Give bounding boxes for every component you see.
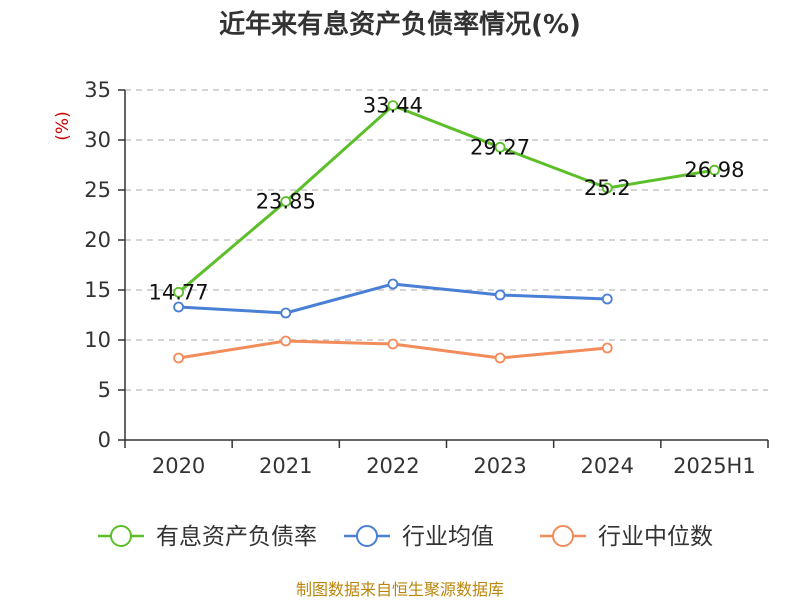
legend: 有息资产负债率 行业均值 行业中位数 (98, 524, 713, 550)
data-point (709, 164, 720, 176)
data-point (280, 335, 292, 347)
data-point (601, 342, 613, 354)
x-tick-label: 2025H1 (673, 454, 756, 478)
chart-title: 近年来有息资产负债率情况(%) (219, 9, 581, 40)
source-note: 制图数据来自恒生聚源数据库 (296, 580, 504, 599)
data-point (494, 141, 506, 153)
data-point (494, 289, 506, 301)
data-label: 26.98 (684, 158, 744, 182)
legend-item-2: 行业中位数 (540, 524, 713, 550)
x-tick-label: 2022 (366, 454, 419, 478)
axes: 0 5 10 15 20 25 30 35 2020 2021 2022 2023 2024 2025H1 (84, 78, 769, 478)
data-label: 25.2 (584, 176, 631, 200)
data-point (280, 307, 292, 319)
y-tick-label: 30 (84, 128, 111, 152)
y-tick-label: 10 (84, 328, 111, 352)
x-tick-label: 2024 (581, 454, 634, 478)
gridlines (125, 89, 768, 391)
y-tick-label: 5 (98, 378, 111, 402)
x-tick-label: 2021 (259, 454, 312, 478)
data-point (601, 182, 613, 194)
legend-item-1: 行业均值 (344, 524, 494, 550)
y-tick-label: 0 (98, 428, 111, 452)
y-tick-label: 20 (84, 228, 111, 252)
y-axis-label: (%) (53, 111, 73, 140)
legend-item-0: 有息资产负债率 (98, 524, 317, 550)
data-point (280, 196, 292, 207)
data-point (494, 352, 506, 364)
series-layer: 14.77 23.85 33.44 29.27 25.2 26.98 (149, 94, 745, 364)
data-label: 14.77 (149, 280, 209, 304)
series-0: 14.77 23.85 33.44 29.27 25.2 26.98 (149, 94, 745, 305)
data-point (173, 286, 184, 298)
data-label: 23.85 (256, 190, 316, 214)
data-label: 33.44 (363, 94, 423, 118)
series-line (177, 104, 715, 294)
legend-marker (110, 525, 132, 547)
data-point (173, 352, 184, 364)
data-label: 29.27 (470, 135, 530, 159)
legend-label: 行业均值 (402, 524, 494, 550)
data-point (387, 338, 399, 350)
data-point (173, 301, 184, 313)
y-tick-label: 25 (84, 178, 111, 202)
y-tick-label: 15 (84, 278, 111, 302)
legend-marker (552, 525, 574, 547)
y-tick-label: 35 (84, 78, 111, 102)
series-2 (173, 335, 613, 364)
legend-label: 行业中位数 (598, 524, 713, 550)
x-tick-label: 2023 (473, 454, 526, 478)
data-point (601, 293, 613, 305)
series-1 (173, 278, 613, 319)
data-point (387, 278, 399, 290)
x-tick-label: 2020 (152, 454, 205, 478)
legend-label: 有息资产负债率 (156, 524, 317, 550)
legend-marker (356, 525, 378, 547)
data-point (387, 100, 399, 111)
